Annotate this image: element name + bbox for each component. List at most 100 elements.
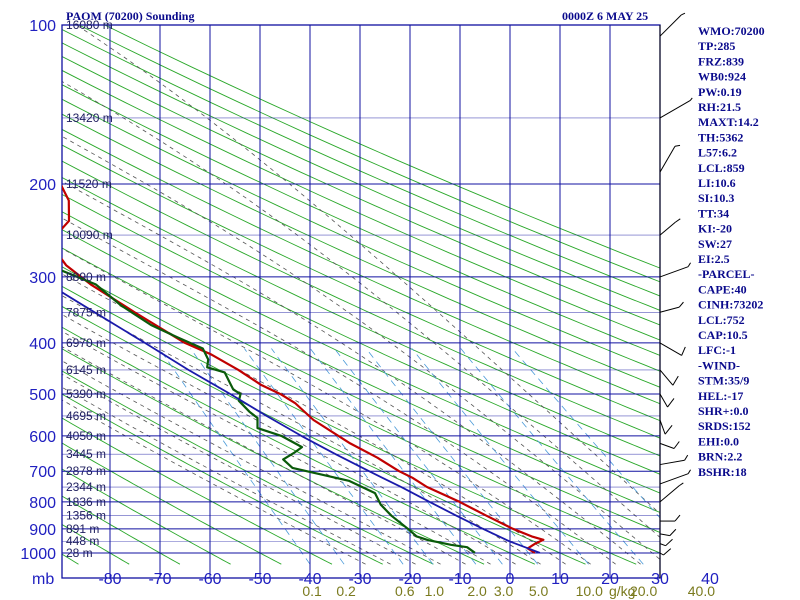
wind-barb: [659, 419, 666, 435]
height-labels: 16080 m 13420 m 11520 m 10090 m 8890 m 7875 m…: [66, 18, 113, 560]
wind-barb-flag: [678, 482, 684, 487]
index-value: -WIND-: [698, 358, 740, 372]
wind-barb-flag: [663, 548, 672, 556]
wind-barb-flag: [669, 528, 677, 536]
mixing-ratio-labels: 0.1 0.2 0.6 1.0 2.0 3.0 5.0 10.0 20.0 40.0: [302, 583, 715, 599]
height-label: 891 m: [66, 522, 99, 536]
wind-barb: [659, 459, 685, 466]
dry-adiabat: [62, 285, 637, 565]
temperature-labels: -80 -70 -60 -50 -40 -30 -20 -10 0 10 20 30 40: [98, 571, 719, 588]
moist-adiabat: [62, 248, 591, 565]
dry-adiabat: [62, 42, 660, 311]
sounding-time: 0000Z 6 MAY 25: [562, 9, 648, 23]
wind-barb: [659, 369, 674, 386]
mixing-ratio-tick-label: 20.0: [630, 583, 657, 599]
index-value: HEL:-17: [698, 389, 743, 403]
temperature-tick-label: 30: [651, 571, 669, 588]
dry-adiabat: [62, 523, 130, 565]
mixing-ratio-line: [271, 348, 434, 565]
temperature-line: [62, 184, 545, 554]
wind-barb: [659, 393, 668, 408]
dry-adiabat: [62, 442, 282, 565]
pressure-tick-label: 200: [29, 177, 56, 194]
wind-barb: [659, 473, 689, 485]
height-label: 5390 m: [66, 387, 106, 401]
moist-adiabats: [62, 25, 660, 565]
temperature-tick-label: 20: [601, 571, 619, 588]
dry-adiabat: [62, 98, 660, 372]
dry-adiabat: [62, 247, 660, 533]
height-label: 2878 m: [66, 464, 106, 478]
temperature-tick-label: -40: [298, 571, 321, 588]
wind-barb-flag: [665, 538, 673, 547]
wind-barb-flag: [667, 398, 675, 408]
index-value: SHR+:0.0: [698, 404, 749, 418]
pressure-tick-label: 900: [29, 522, 56, 539]
index-value: BSHR:18: [698, 465, 747, 479]
index-value: LCL:752: [698, 313, 745, 327]
index-value: SRDS:152: [698, 419, 751, 433]
index-value: -PARCEL-: [698, 267, 754, 281]
mixing-ratio-tick-label: 0.1: [302, 583, 322, 599]
dry-adiabat: [62, 160, 660, 439]
mixing-ratio-tick-label: 5.0: [529, 583, 549, 599]
moist-adiabat: [76, 25, 660, 515]
dewpoint-line: [62, 269, 476, 554]
wind-barb-flag: [672, 375, 679, 386]
temperature-tick-label: -60: [198, 571, 221, 588]
index-value: L57:6.2: [698, 146, 737, 160]
height-label: 4695 m: [66, 409, 106, 423]
pressure-tick-label: 700: [29, 464, 56, 481]
temperature-tick-label: -50: [248, 571, 271, 588]
wind-barb: [659, 221, 676, 236]
wind-barb-flag: [675, 218, 681, 223]
dry-adiabat: [62, 176, 660, 457]
index-value: KI:-20: [698, 222, 732, 236]
wind-barb-flag: [673, 441, 680, 449]
wind-barb-flag: [687, 469, 691, 474]
mixing-ratio-tick-label: 2.0: [467, 583, 487, 599]
pressure-tick-label: 100: [29, 18, 56, 35]
index-value: TT:34: [698, 206, 729, 220]
dry-adiabat: [62, 211, 660, 494]
wind-barb-flag: [689, 97, 693, 101]
wind-barb-flag: [664, 425, 673, 435]
height-label: 1356 m: [66, 509, 106, 523]
height-label: 6970 m: [66, 336, 106, 350]
wind-barb: [659, 485, 680, 503]
temperature-tick-label: 10: [551, 571, 569, 588]
wind-barb: [659, 342, 682, 356]
index-value: WMO:70200: [698, 24, 765, 38]
dry-adiabat: [62, 144, 660, 422]
wind-barb-flag: [681, 346, 686, 356]
height-label: 16080 m: [66, 18, 113, 32]
dry-adiabat: [104, 25, 660, 269]
dry-adiabat: [62, 193, 660, 475]
dry-adiabat: [62, 113, 660, 388]
wind-barb: [659, 306, 680, 313]
temperature-tick-label: -30: [348, 571, 371, 588]
dry-adiabat: [62, 495, 181, 565]
height-label: 28 m: [66, 546, 93, 560]
pressure-tick-label: 400: [29, 336, 56, 353]
moist-adiabat: [62, 135, 660, 560]
wind-barb-flag: [674, 514, 681, 522]
wind-barb-flag: [678, 301, 684, 308]
wind-barb-flag: [684, 454, 689, 461]
dry-adiabat: [62, 393, 383, 565]
height-label: 13420 m: [66, 111, 113, 125]
height-label: 1836 m: [66, 495, 106, 509]
index-value: RH:21.5: [698, 100, 741, 114]
dry-adiabat: [62, 305, 586, 565]
wind-barb: [659, 543, 666, 547]
height-label: 448 m: [66, 534, 99, 548]
index-value: CAP:10.5: [698, 328, 748, 342]
index-value: WB0:924: [698, 70, 746, 84]
index-value: SW:27: [698, 237, 732, 251]
index-value: BRN:2.2: [698, 450, 742, 464]
height-label: 7875 m: [66, 305, 106, 319]
index-value: TH:5362: [698, 130, 743, 144]
